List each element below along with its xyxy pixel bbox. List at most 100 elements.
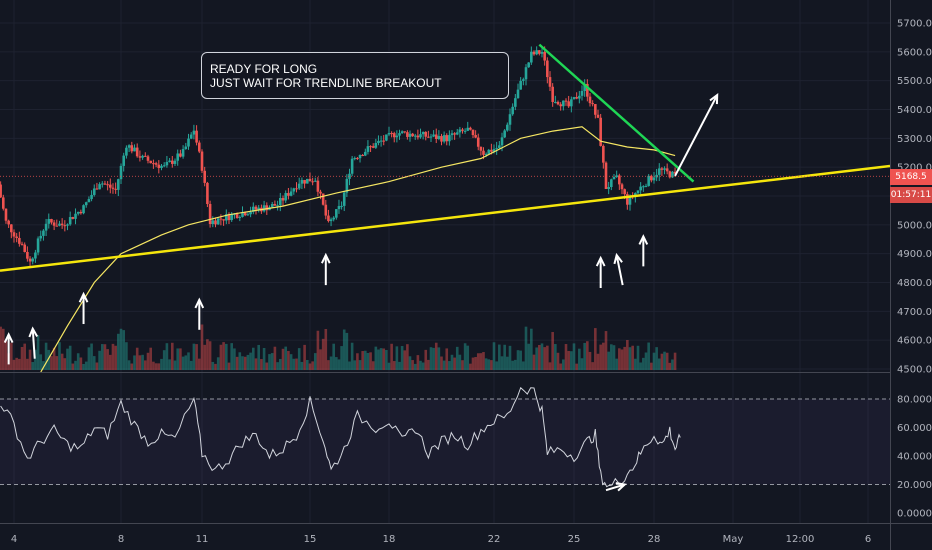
candle [0,181,2,198]
volume-bar [289,354,293,370]
candle [495,141,498,155]
candle-body [241,212,244,217]
volume-bar [424,349,428,370]
candle [276,200,279,211]
candle-body [321,193,325,205]
candle-body [655,174,658,178]
candle-body [390,133,393,135]
candle [663,166,666,175]
volume-bar [474,357,477,370]
volume-bar [58,342,61,370]
volume-bar [87,347,91,370]
volume-bar [84,361,88,370]
volume-bar [434,342,438,370]
volume-bar [604,331,608,370]
volume-bar [596,353,600,370]
volume-bar [366,352,370,370]
volume-bars [0,324,677,370]
volume-bar [60,353,64,370]
candle-body [471,129,475,136]
candle [327,209,330,223]
candle [36,236,40,256]
candle-body [474,135,477,138]
candle-body [157,164,161,169]
candle-body [440,136,443,142]
candle [26,246,29,262]
candle-body [329,219,333,222]
candle-body [254,206,258,210]
candle-body [395,135,399,138]
resistance-trendline[interactable] [538,43,695,183]
candle-body [371,146,375,148]
candle-body [135,147,139,157]
candle [252,202,255,215]
candle [596,109,600,119]
volume-bar [377,349,380,370]
candle [222,219,225,226]
arrow-head [320,252,331,264]
volume-bar [516,350,520,370]
volume-bar [416,355,420,370]
candle-body [195,130,198,143]
price-tick-label: 4500.0 [897,365,932,376]
volume-bar [440,356,443,370]
candle-body [98,184,101,190]
candle [636,190,640,195]
candle [564,98,568,106]
candle-body [575,97,578,99]
candle-body [34,252,37,259]
oscillator-tick-label: 20.0000 [897,480,932,491]
candle [100,181,104,188]
volume-bar [612,345,616,370]
price-tick-label: 5700.0 [897,19,932,30]
volume-bar [361,351,364,370]
volume-bar [92,356,96,370]
volume-bar [522,361,525,370]
volume-bar [400,346,404,370]
volume-bar [495,361,498,370]
support-trendline[interactable] [0,164,891,272]
volume-bar [429,347,433,370]
time-axis[interactable]: 4 8 11 15 18 22 25 28 May 12:00 6 [11,534,871,545]
candle-body [479,146,483,151]
candle-body [628,195,632,205]
oscillator-line[interactable] [0,386,681,488]
candle [556,100,560,106]
candle [47,213,51,229]
volume-bar [395,346,399,370]
volume-bar [12,359,16,370]
candle-body [671,171,674,178]
candle-body [52,222,56,226]
candle [206,181,209,208]
candle-body [44,223,48,231]
volume-bar [165,343,169,370]
candle-body [227,214,231,221]
candle-body [660,168,664,170]
candle-body [36,238,40,253]
candle [144,152,147,157]
volume-bar [387,362,391,370]
volume-bar [342,329,346,370]
volume-bar [655,347,658,370]
candle [455,128,459,136]
candle [612,174,616,180]
candle [119,163,123,184]
oscillator-axis[interactable]: 80.0000 60.0000 40.0000 20.0000 0.0000 [897,395,932,520]
candle [665,163,669,175]
candle-body [284,193,287,201]
candle-body [181,149,185,157]
volume-bar [578,348,581,370]
candle-body [508,114,512,125]
volume-bar [55,356,59,370]
candle-body [138,156,142,158]
candle [135,143,139,158]
volume-bar [540,343,544,370]
price-axis[interactable]: 5700.05600.05500.05400.05300.05200.05100… [897,19,932,376]
volume-bar [511,360,514,370]
volume-bar [230,343,233,370]
volume-bar [639,362,642,370]
candle [55,219,59,227]
candle-body [184,146,188,150]
annotation-note[interactable]: READY FOR LONG JUST WAIT FOR TRENDLINE B… [201,52,509,99]
candlesticks[interactable] [0,46,677,267]
